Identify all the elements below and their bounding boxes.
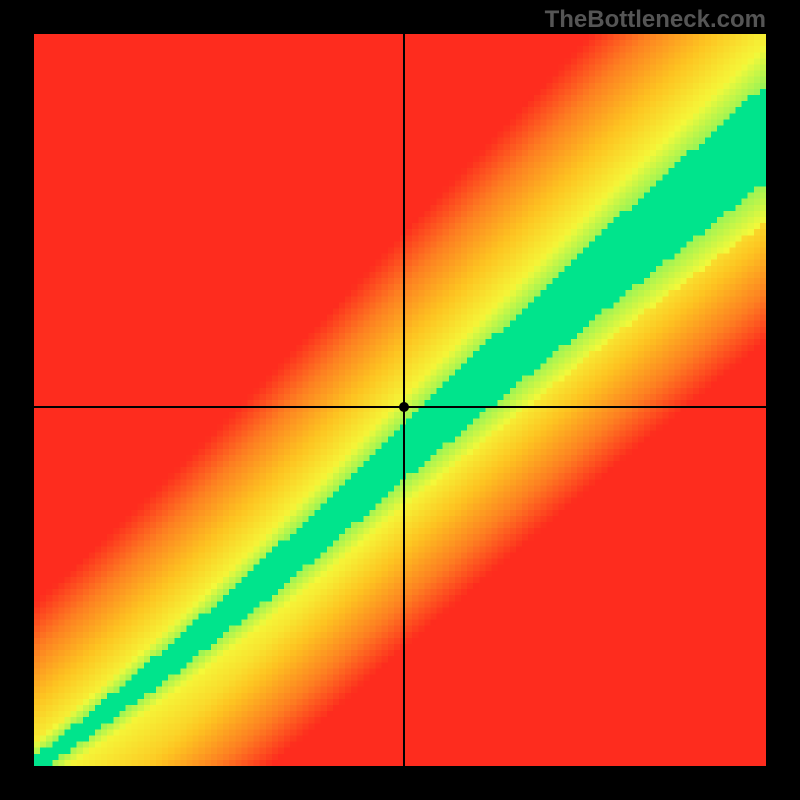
plot-area (34, 34, 766, 766)
watermark-text: TheBottleneck.com (545, 6, 766, 34)
crosshair-marker (399, 402, 409, 412)
heatmap-canvas (34, 34, 766, 766)
chart-container: { "watermark": { "text": "TheBottleneck.… (0, 0, 800, 800)
crosshair-vertical (403, 34, 405, 766)
